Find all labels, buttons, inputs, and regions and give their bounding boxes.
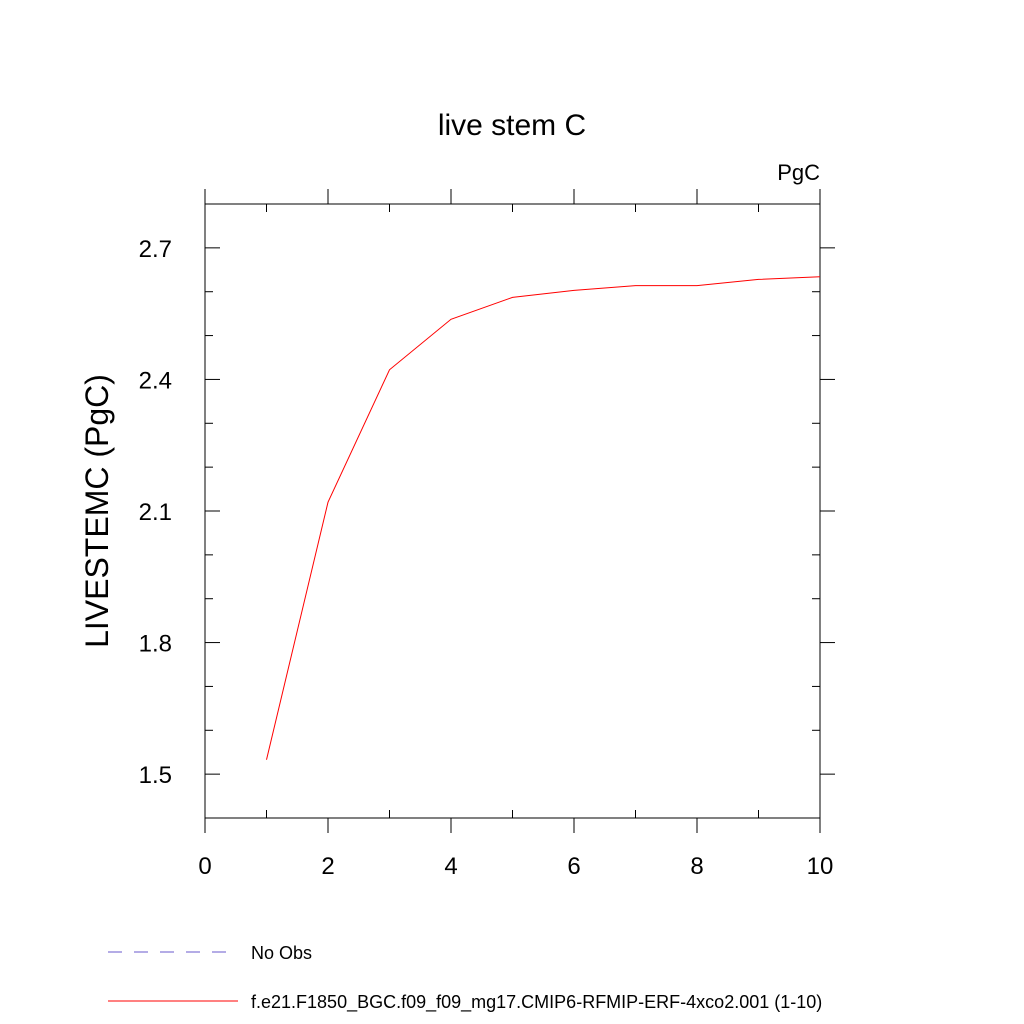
chart-title: live stem C [438,109,586,142]
x-tick-label: 4 [444,853,457,880]
units-label: PgC [777,160,820,185]
series-point [758,279,759,280]
x-tick-label: 0 [198,853,211,880]
axis-ticks: 0 2 4 6 8 10 1.5 1.8 2.1 2.4 2.7 [139,189,835,880]
series-point [389,369,390,370]
x-tick-label: 2 [321,853,334,880]
series-point [328,502,329,503]
plot-frame [204,203,821,819]
series-point [451,319,452,320]
y-tick-label: 1.8 [139,631,172,658]
series-point [820,276,821,277]
series-point [635,285,636,286]
legend-label: f.e21.F1850_BGC.f09_f09_mg17.CMIP6-RFMIP… [251,992,822,1013]
legend-label: No Obs [251,943,312,963]
series-point [512,297,513,298]
y-tick-label: 2.4 [139,367,172,394]
y-tick-label: 2.1 [139,499,172,526]
x-tick-label: 6 [567,853,580,880]
legend: No Obs f.e21.F1850_BGC.f09_f09_mg17.CMIP6… [108,943,822,1013]
x-tick-label: 8 [690,853,703,880]
series-point [574,290,575,291]
series-point [266,759,267,760]
y-tick-label: 2.7 [139,236,172,263]
y-axis-label: LIVESTEMC (PgC) [79,374,115,648]
series-point [697,285,698,286]
series-layer [266,276,821,760]
x-tick-label: 10 [807,853,834,880]
y-tick-label: 1.5 [139,762,172,789]
series-line-0 [266,276,821,760]
